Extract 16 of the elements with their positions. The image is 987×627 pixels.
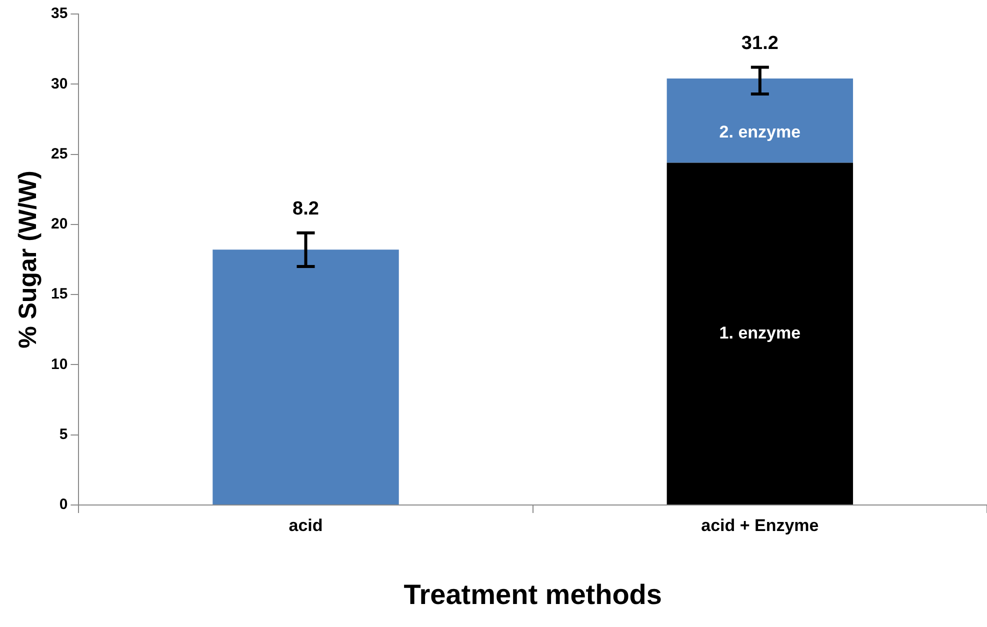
x-tick-label: acid + Enzyme [701, 516, 819, 535]
y-tick-label: 0 [59, 496, 68, 514]
y-axis-title: % Sugar (W/W) [14, 170, 42, 348]
y-tick-label: 35 [50, 5, 68, 22]
x-tick-label: acid [288, 516, 323, 535]
y-tick-label: 25 [50, 145, 68, 162]
y-tick-label: 5 [59, 426, 68, 443]
y-tick-label: 20 [50, 216, 68, 233]
y-tick-label: 30 [50, 75, 68, 92]
x-axis-title: Treatment methods [404, 578, 662, 610]
annotation: 31.2 [741, 33, 778, 54]
series-label: 2. enzyme [719, 122, 801, 142]
y-tick-label: 15 [50, 286, 68, 303]
y-tick-label: 10 [50, 356, 68, 373]
annotation: 8.2 [292, 198, 319, 220]
series-label: 1. enzyme [719, 323, 801, 342]
